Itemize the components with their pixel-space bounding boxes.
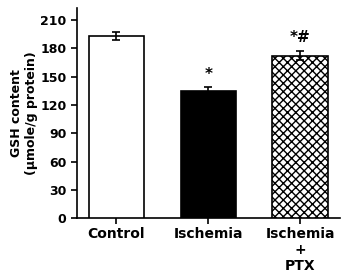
- Text: *#: *#: [290, 30, 310, 45]
- Text: *: *: [204, 67, 212, 82]
- Bar: [181, 91, 236, 218]
- Bar: [273, 56, 328, 218]
- Y-axis label: GSH content
(μmole/g protein): GSH content (μmole/g protein): [9, 52, 37, 175]
- Bar: [89, 36, 144, 218]
